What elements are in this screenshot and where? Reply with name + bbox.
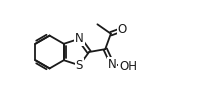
Text: OH: OH [119, 60, 137, 73]
Text: O: O [118, 23, 127, 36]
Text: N: N [108, 58, 117, 71]
Text: N: N [75, 32, 84, 45]
Text: S: S [76, 59, 83, 72]
